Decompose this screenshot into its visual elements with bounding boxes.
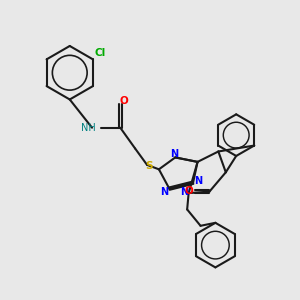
Text: O: O: [119, 96, 128, 106]
Text: N: N: [160, 187, 168, 196]
Text: O: O: [185, 186, 194, 196]
Text: NH: NH: [81, 123, 96, 133]
Text: N: N: [180, 187, 188, 196]
Text: N: N: [194, 176, 202, 186]
Text: Cl: Cl: [95, 48, 106, 59]
Text: N: N: [171, 148, 179, 159]
Text: S: S: [145, 161, 152, 171]
